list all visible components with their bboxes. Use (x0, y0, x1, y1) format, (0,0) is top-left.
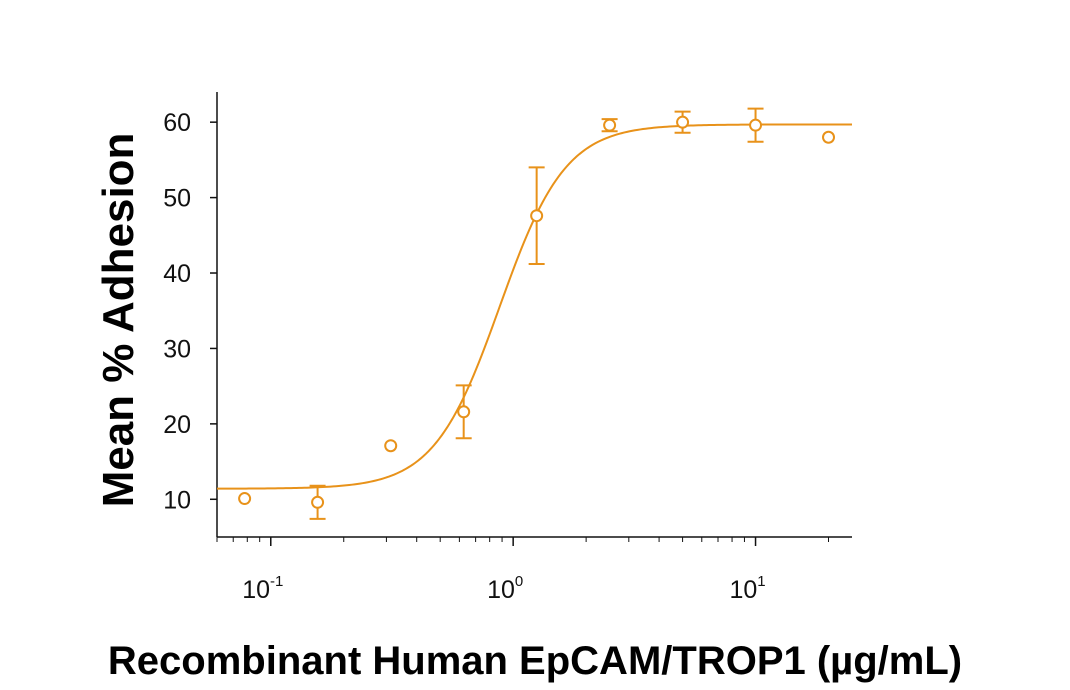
y-axis-label: Mean % Adhesion (94, 133, 143, 508)
data-point (311, 495, 325, 509)
y-ticks: 10 20 30 40 50 60 (163, 109, 217, 514)
fit-curve (217, 123, 852, 490)
x-tick-label: 101 (729, 573, 765, 604)
data-point (822, 130, 836, 144)
y-tick-label: 10 (163, 486, 191, 514)
data-point (384, 439, 398, 453)
y-tick-label: 20 (163, 411, 191, 439)
data-point (530, 209, 544, 223)
data-point (749, 118, 763, 132)
data-point (676, 115, 690, 129)
y-tick-label: 60 (163, 109, 191, 137)
x-ticks: 10-1 100 101 (216, 537, 830, 604)
x-axis-label: Recombinant Human EpCAM/TROP1 (µg/mL) (108, 639, 962, 683)
x-tick-label: 100 (487, 573, 523, 604)
y-tick-label: 30 (163, 335, 191, 363)
data-points (238, 107, 836, 520)
axes: 10 20 30 40 50 60 10-1 100 101 (163, 92, 852, 604)
data-point (603, 118, 617, 132)
x-tick-label: 10-1 (242, 573, 283, 604)
y-tick-label: 50 (163, 185, 191, 213)
data-point (238, 492, 252, 506)
data-point (457, 405, 471, 419)
y-tick-label: 40 (163, 260, 191, 288)
